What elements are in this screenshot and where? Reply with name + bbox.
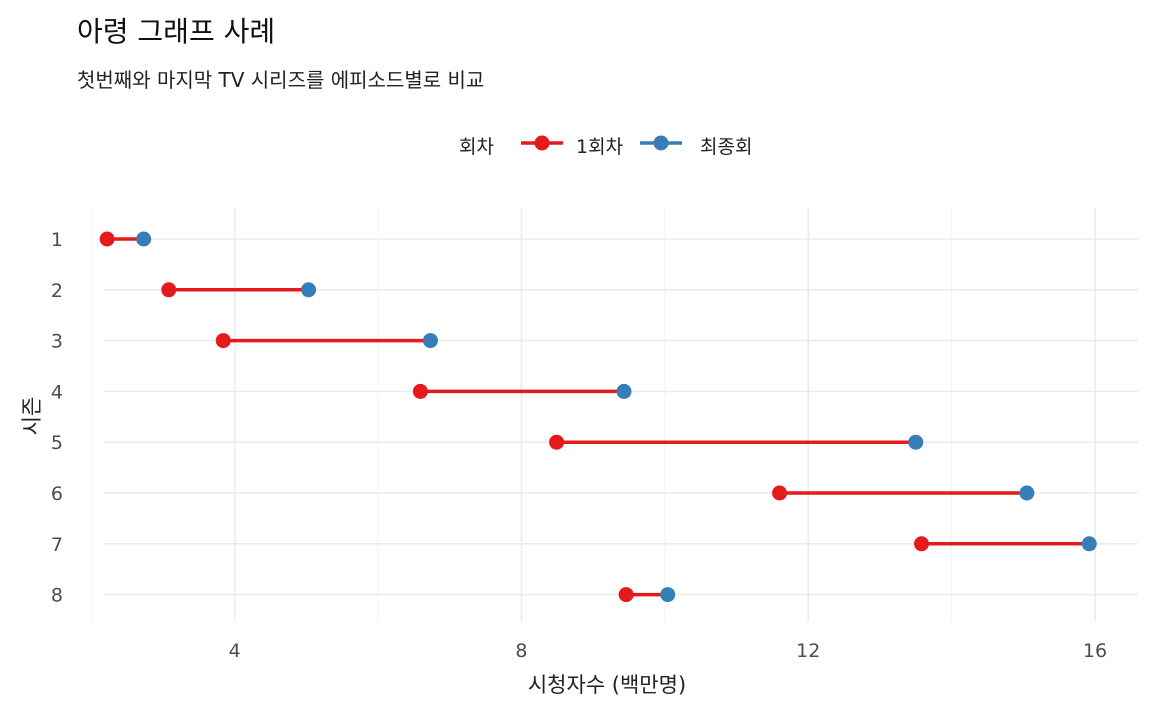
chart-subtitle: 첫번째와 마지막 TV 시리즈를 에피소드별로 비교: [77, 68, 485, 92]
point-final-episode: [422, 333, 438, 349]
point-final-episode: [1019, 485, 1035, 501]
y-tick-label: 7: [51, 534, 63, 556]
y-tick-label: 1: [51, 229, 63, 251]
x-tick-label: 4: [229, 640, 241, 662]
y-tick-label: 3: [51, 331, 63, 353]
point-first-episode: [161, 282, 177, 298]
x-tick-label: 12: [796, 640, 820, 662]
point-final-episode: [660, 587, 676, 603]
y-tick-label: 8: [51, 585, 63, 607]
y-tick-label: 2: [51, 280, 63, 302]
legend: 회차 1회차 최종회: [0, 128, 1152, 158]
point-final-episode: [616, 383, 632, 399]
point-first-episode: [412, 383, 428, 399]
y-tick-label: 4: [51, 381, 63, 403]
dumbbell-marks: [99, 231, 1097, 603]
point-final-episode: [301, 282, 317, 298]
x-tick-label: 16: [1083, 640, 1107, 662]
point-final-episode: [1081, 536, 1097, 552]
legend-title: 회차: [459, 136, 494, 158]
x-tick-label: 8: [515, 640, 527, 662]
point-first-episode: [618, 587, 634, 603]
point-first-episode: [99, 231, 115, 247]
gridlines: [90, 208, 1138, 622]
y-tick-label: 6: [51, 483, 63, 505]
legend-key-final-episode: [638, 130, 684, 156]
chart-title: 아령 그래프 사례: [77, 15, 276, 48]
legend-key-first-episode: [519, 130, 565, 156]
x-axis-title: 시청자수 (백만명): [528, 673, 686, 697]
point-final-episode: [908, 434, 924, 450]
point-first-episode: [913, 536, 929, 552]
point-final-episode: [136, 231, 152, 247]
point-first-episode: [772, 485, 788, 501]
point-first-episode: [549, 434, 565, 450]
point-first-episode: [215, 333, 231, 349]
legend-label-final-episode: 최종회: [700, 136, 753, 158]
y-tick-label: 5: [51, 432, 63, 454]
legend-label-first-episode: 1회차: [576, 136, 624, 158]
y-axis-title: 시즌: [20, 397, 44, 436]
